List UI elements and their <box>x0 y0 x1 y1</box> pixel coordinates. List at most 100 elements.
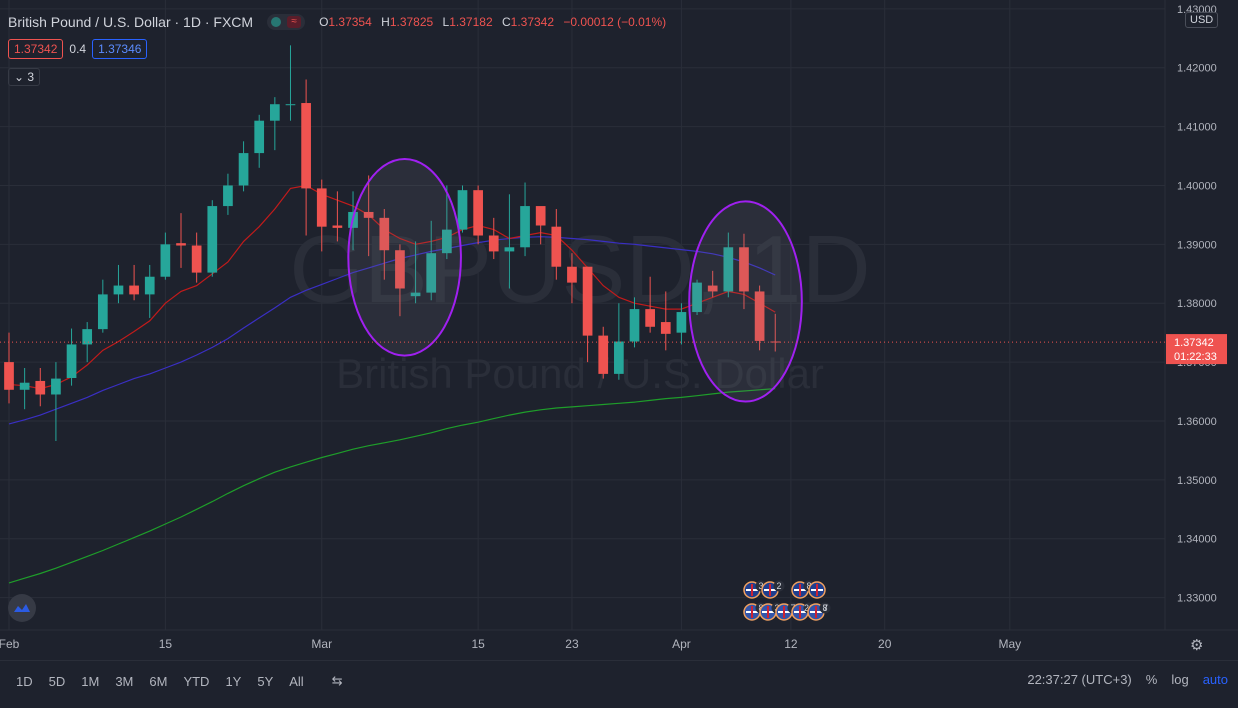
indicator-value-blue[interactable]: 1.37346 <box>92 39 148 59</box>
candle-body <box>410 292 421 297</box>
candle <box>363 175 374 257</box>
candle <box>160 232 171 280</box>
price-axis-bg <box>1165 0 1238 630</box>
collapsed-indicators-button[interactable]: ⌄ 3 <box>8 68 41 86</box>
time-tick-label: Mar <box>311 637 332 651</box>
candle <box>754 285 765 351</box>
symbol-title[interactable]: British Pound / U.S. Dollar · 1D · FXCM <box>8 14 254 30</box>
price-tick-label: 1.36000 <box>1177 416 1217 428</box>
candle <box>707 270 718 298</box>
timeframe-1y[interactable]: 1Y <box>225 673 242 689</box>
event-badge: 8 <box>791 580 815 599</box>
timeframe-ytd[interactable]: YTD <box>183 673 210 689</box>
event-badge: 2 <box>761 580 785 599</box>
timeframe-all[interactable]: All <box>289 673 304 689</box>
candle-body <box>723 247 734 292</box>
clock[interactable]: 22:37:27 (UTC+3) <box>1027 672 1132 687</box>
price-tick-label: 1.42000 <box>1177 63 1217 75</box>
currency-label[interactable]: USD <box>1185 12 1219 28</box>
chevron-icon: ⌄ <box>14 70 28 84</box>
candle-body <box>4 362 14 390</box>
auto-scale-button[interactable]: auto <box>1202 672 1228 687</box>
time-axis[interactable]: Feb 15 Mar 15 23 Apr 12 20 May <box>0 629 1238 651</box>
event-count: 7 <box>823 603 828 613</box>
candle-body <box>395 250 405 289</box>
candle-body <box>504 247 515 252</box>
candle <box>582 266 593 363</box>
event-count: 2 <box>776 581 781 591</box>
candles <box>4 45 781 441</box>
high-label: H <box>381 15 390 29</box>
timeframe-3m[interactable]: 3M <box>115 673 134 689</box>
candle <box>316 179 327 252</box>
settings-gear-icon[interactable]: ⚙ <box>1190 637 1204 654</box>
indicator-value-red[interactable]: 1.37342 <box>8 39 64 59</box>
timeframe-5y[interactable]: 5Y <box>257 673 274 689</box>
candle-body <box>176 243 186 246</box>
price-tick-label: 1.40000 <box>1177 180 1217 192</box>
time-tick-label: 20 <box>878 637 892 651</box>
candle <box>176 213 186 268</box>
market-status-toggle[interactable]: ≈ <box>267 14 306 30</box>
candle-body <box>19 382 30 390</box>
ma-slow-line <box>8 388 776 584</box>
economic-events[interactable]: 3288372187 <box>743 580 831 621</box>
candle-body <box>645 309 655 327</box>
candle-body <box>301 103 311 189</box>
timeframe-1d[interactable]: 1D <box>16 673 33 689</box>
time-tick-label: 15 <box>159 637 173 651</box>
candle <box>739 233 749 310</box>
candle <box>51 362 61 441</box>
candle-body <box>129 285 139 295</box>
candle-body <box>285 104 296 106</box>
candle <box>692 279 702 315</box>
candle <box>35 367 46 407</box>
candle-body <box>660 322 671 334</box>
candle-body <box>332 225 343 228</box>
candle-body <box>426 253 437 293</box>
time-tick-label: 23 <box>565 637 579 651</box>
candle <box>238 141 249 192</box>
indicator-mid: 0.4 <box>69 42 87 56</box>
candle-body <box>739 247 749 292</box>
candle-body <box>535 206 546 226</box>
candle <box>301 79 311 236</box>
candle <box>660 291 671 351</box>
candle-body <box>629 309 640 342</box>
event-count: 8 <box>822 603 827 613</box>
candle-body <box>457 190 468 230</box>
timeframe-1m[interactable]: 1M <box>81 673 100 689</box>
candle <box>567 253 577 304</box>
candle <box>442 185 452 260</box>
current-price-label: 1.37342 <box>1174 337 1214 349</box>
tradingview-logo-icon[interactable] <box>8 594 36 622</box>
candle-body <box>113 285 124 295</box>
candle <box>254 114 265 168</box>
event-badge: 8 <box>807 602 831 621</box>
log-scale-button[interactable]: log <box>1171 672 1189 687</box>
candle <box>191 232 202 283</box>
time-tick-label: Apr <box>672 637 691 651</box>
event-count-bubble <box>773 580 785 592</box>
candle <box>676 303 687 345</box>
candle <box>223 173 233 215</box>
low-label: L <box>442 15 450 29</box>
moving-averages <box>8 184 776 584</box>
timeframe-6m[interactable]: 6M <box>149 673 168 689</box>
timeframe-5d[interactable]: 5D <box>48 673 66 689</box>
candle <box>97 279 108 333</box>
candle-body <box>269 104 280 121</box>
candle <box>535 206 546 245</box>
event-count-bubble <box>819 602 831 614</box>
date-range-icon[interactable]: ⇆ <box>331 673 343 688</box>
price-axis[interactable]: 1.330001.340001.350001.360001.370001.380… <box>0 0 1238 630</box>
percent-scale-button[interactable]: % <box>1145 672 1158 687</box>
candle-body <box>223 185 233 207</box>
ellipse-annotation <box>688 200 803 403</box>
bottom-toolbar: 1D 5D 1M 3M 6M YTD 1Y 5Y All ⇆ 22:37:27 … <box>0 660 1238 701</box>
annotations[interactable] <box>347 157 803 403</box>
ma-mid-line <box>8 236 776 425</box>
candle-body <box>363 211 374 218</box>
candle-body <box>35 380 46 395</box>
